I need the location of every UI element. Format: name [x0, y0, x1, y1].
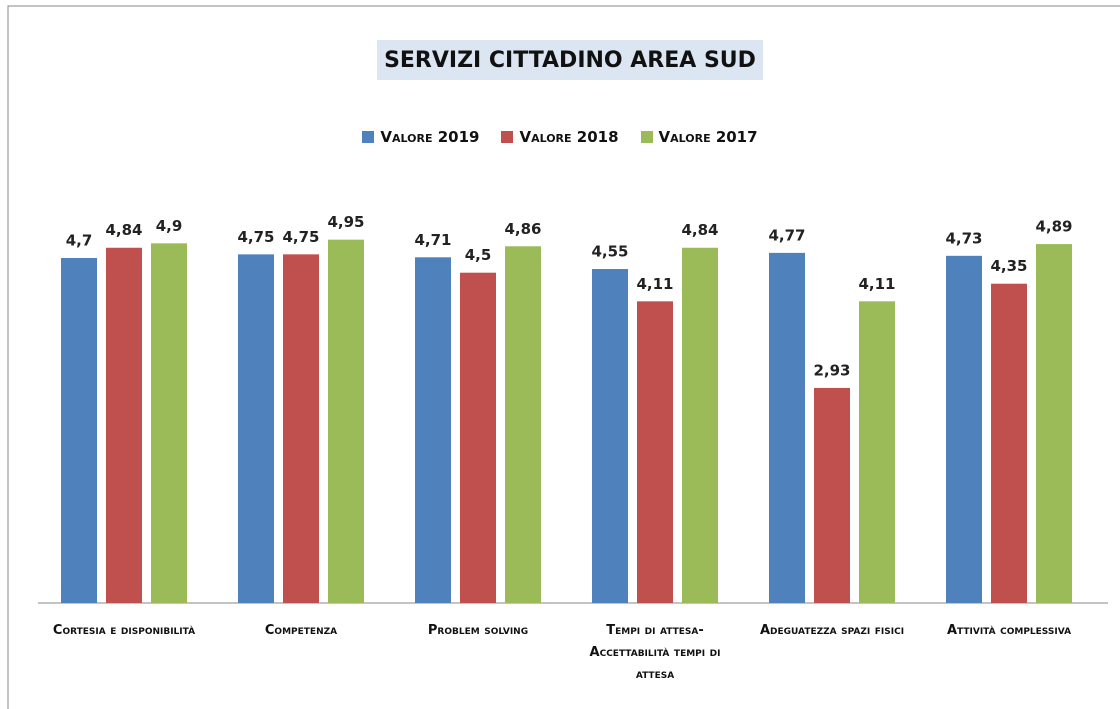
value-label: 4,77 [768, 226, 805, 244]
value-label: 4,9 [156, 217, 183, 235]
legend-item: Valore 2018 [501, 128, 619, 146]
value-label: 4,35 [990, 257, 1027, 275]
bar [283, 254, 319, 603]
bar [1036, 244, 1072, 603]
bar [505, 246, 541, 603]
value-label: 4,84 [681, 221, 718, 239]
legend-label: Valore 2019 [380, 128, 480, 146]
value-label: 4,5 [465, 246, 492, 264]
chart-border [7, 5, 1120, 709]
value-label: 4,84 [105, 221, 142, 239]
x-tick-label: Attività complessiva [946, 623, 1072, 638]
bar [769, 252, 805, 603]
legend-item: Valore 2019 [362, 128, 479, 146]
legend-swatch [501, 131, 514, 143]
value-label: 4,73 [945, 229, 982, 247]
x-tick-label: Problem solving [427, 623, 529, 638]
bar [61, 258, 97, 603]
chart-title: SERVIZI CITTADINO AREA SUD [384, 48, 756, 73]
legend-swatch [640, 131, 653, 143]
bar [328, 239, 364, 604]
bar [814, 387, 850, 603]
bar [238, 254, 274, 603]
bar [859, 301, 895, 603]
value-label: 4,7 [66, 232, 93, 250]
value-label: 4,86 [504, 220, 541, 238]
x-tick-label: Competenza [264, 623, 338, 638]
bar [592, 269, 628, 603]
bar [991, 283, 1027, 603]
legend-label: Valore 2017 [658, 128, 758, 146]
bar [637, 301, 673, 603]
bar [106, 247, 142, 603]
legend: Valore 2019 Valore 2018 Valore 2017 [0, 128, 1120, 146]
legend-label: Valore 2018 [519, 128, 619, 146]
value-label: 4,11 [858, 275, 895, 293]
bar [460, 272, 496, 603]
legend-item: Valore 2017 [640, 128, 758, 146]
title-box [377, 40, 763, 80]
bar [415, 257, 451, 603]
x-tick-label: Adeguatezza spazi fisici [759, 623, 905, 638]
value-label: 4,11 [636, 275, 673, 293]
x-tick-label: Tempi di attesa-Accettabilità tempi di a… [589, 623, 721, 682]
x-tick-label: Cortesia e disponibilità [52, 623, 196, 638]
value-label: 4,89 [1035, 218, 1072, 236]
value-label: 4,75 [282, 228, 319, 246]
value-label: 2,93 [813, 361, 850, 379]
value-label: 4,55 [591, 243, 628, 261]
bar [151, 243, 187, 603]
legend-swatch [362, 131, 375, 143]
value-label: 4,71 [414, 231, 451, 249]
value-label: 4,95 [327, 213, 364, 231]
value-label: 4,75 [237, 228, 274, 246]
bar [682, 247, 718, 603]
bar [946, 255, 982, 603]
